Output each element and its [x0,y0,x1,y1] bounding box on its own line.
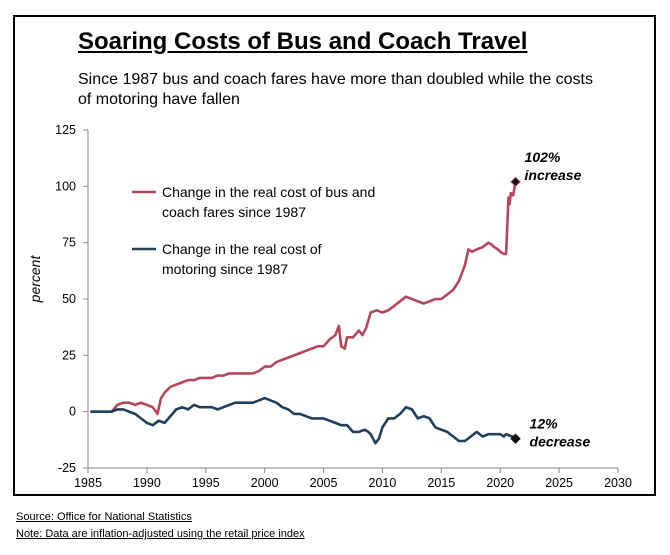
x-tick-label: 2005 [310,476,338,490]
x-tick-label: 2015 [427,476,455,490]
annotation-label-1: 12% [530,416,559,432]
x-tick-label: 2025 [545,476,573,490]
y-tick-label: 0 [69,405,76,419]
x-tick-label: 2030 [604,476,632,490]
legend: Change in the real cost of bus and coach … [132,184,375,277]
x-tick-label: 2000 [251,476,279,490]
legend-label-0: Change in the real cost of bus and [162,184,375,200]
legend-label-1: Change in the real cost of [162,241,322,257]
chart-title: Soaring Costs of Bus and Coach Travel [78,28,528,55]
end-marker-1 [510,433,521,444]
y-tick-label: -25 [58,461,76,475]
x-tick-label: 1985 [74,476,102,490]
y-tick-label: 125 [55,123,76,137]
y-tick-label: 25 [62,348,76,362]
chart-subtitle: Since 1987 bus and coach fares have more… [78,71,593,108]
y-tick-label: 75 [62,236,76,250]
y-tick-label: 50 [62,292,76,306]
end-marker-0 [510,176,521,188]
x-tick-label: 2020 [486,476,514,490]
x-tick-label: 2010 [369,476,397,490]
annotation-label-0: 102% [525,149,561,165]
y-tick-label: 100 [55,179,76,193]
annotation-label-0: increase [525,167,582,183]
annotation-label-1: decrease [530,434,591,450]
source-footnote: Source: Office for National Statistics [16,511,192,523]
legend-label-0: coach fares since 1987 [162,204,306,220]
x-tick-label: 1990 [133,476,161,490]
series-line-bus-coach [90,181,517,416]
series-line-motoring [90,396,517,445]
chart-frame [13,15,656,496]
legend-label-1: motoring since 1987 [162,261,288,277]
annotations: 102% increase 12% decrease [510,149,591,450]
x-tick-label: 1995 [192,476,220,490]
series-lines [90,181,517,445]
note-footnote: Note: Data are inflation-adjusted using … [16,528,305,540]
y-axis-label: percent [27,255,43,304]
